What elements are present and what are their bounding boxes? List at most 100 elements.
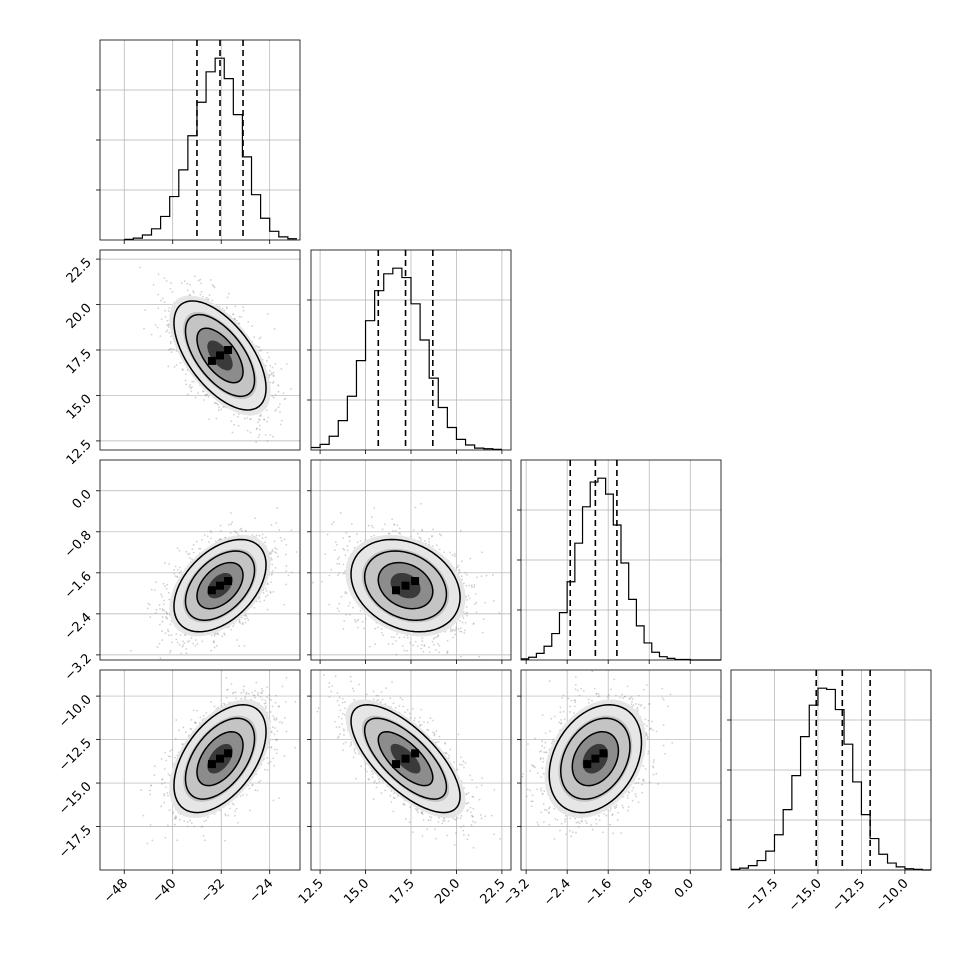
scatter-point bbox=[178, 549, 181, 552]
scatter-point bbox=[199, 278, 202, 281]
scatter-point bbox=[260, 349, 263, 352]
scatter-point bbox=[258, 433, 261, 436]
scatter-point bbox=[266, 313, 269, 315]
scatter-point bbox=[186, 640, 189, 643]
scatter-point bbox=[212, 285, 215, 288]
scatter-point bbox=[278, 403, 281, 406]
scatter-point bbox=[285, 565, 288, 567]
x-tick-label: −15.0 bbox=[786, 876, 825, 915]
scatter-point bbox=[230, 512, 232, 514]
scatter-point bbox=[285, 583, 288, 586]
scatter-point bbox=[166, 613, 169, 615]
scatter-point bbox=[249, 418, 252, 421]
axes-frame bbox=[730, 669, 932, 871]
y-tick-label: 12.5 bbox=[64, 437, 95, 468]
scatter-point bbox=[237, 413, 240, 415]
scatter-point bbox=[272, 382, 274, 384]
scatter-point bbox=[279, 410, 281, 413]
scatter-point bbox=[185, 383, 188, 386]
scatter-point bbox=[264, 587, 267, 590]
scatter-point bbox=[179, 361, 182, 364]
scatter-point bbox=[214, 632, 217, 635]
scatter-point bbox=[266, 351, 269, 354]
scatter-point bbox=[282, 392, 285, 395]
scatter-point bbox=[265, 420, 268, 423]
scatter-point bbox=[169, 623, 172, 626]
scatter-point bbox=[232, 623, 235, 625]
scatter-point bbox=[249, 431, 252, 434]
scatter-point bbox=[233, 317, 236, 320]
scatter-point bbox=[194, 645, 197, 647]
scatter-point bbox=[158, 642, 161, 645]
scatter-point bbox=[213, 401, 216, 404]
scatter-point bbox=[192, 291, 195, 294]
scatter-point bbox=[168, 651, 171, 654]
histogram-step bbox=[521, 477, 721, 661]
scatter-point bbox=[268, 373, 270, 376]
scatter-point bbox=[184, 634, 187, 637]
scatter-point bbox=[217, 633, 220, 636]
scatter-point bbox=[230, 523, 232, 526]
scatter-point bbox=[164, 632, 167, 635]
scatter-point bbox=[232, 313, 235, 316]
scatter-point bbox=[264, 434, 267, 436]
scatter-point bbox=[261, 533, 264, 536]
scatter-point bbox=[246, 617, 249, 620]
axes-frame bbox=[310, 249, 512, 451]
scatter-point bbox=[196, 643, 199, 645]
scatter-point bbox=[230, 420, 233, 423]
scatter-point bbox=[157, 273, 160, 276]
scatter-point bbox=[277, 384, 280, 387]
scatter-point bbox=[233, 423, 235, 426]
scatter-point bbox=[262, 592, 265, 594]
scatter-point bbox=[172, 348, 175, 351]
scatter-point bbox=[178, 566, 181, 569]
scatter-point bbox=[226, 296, 229, 299]
scatter-point bbox=[210, 531, 213, 534]
scatter-point bbox=[139, 266, 142, 269]
scatter-point bbox=[175, 633, 178, 635]
scatter-point bbox=[163, 301, 166, 304]
scatter-point bbox=[217, 403, 219, 406]
scatter-point bbox=[263, 418, 265, 421]
scatter-point bbox=[251, 534, 254, 536]
scatter-point bbox=[154, 581, 157, 584]
x-tick-label: −10.0 bbox=[873, 876, 912, 915]
scatter-point bbox=[280, 419, 283, 422]
scatter-point bbox=[265, 589, 268, 592]
y-tick-label: 22.5 bbox=[64, 255, 95, 286]
scatter-point bbox=[219, 524, 222, 527]
scatter-point bbox=[159, 335, 162, 338]
scatter-point bbox=[269, 433, 272, 436]
scatter-point bbox=[215, 417, 218, 420]
scatter-point bbox=[234, 531, 237, 533]
scatter-point bbox=[182, 644, 185, 647]
scatter-point bbox=[164, 562, 166, 564]
scatter-point bbox=[287, 574, 290, 577]
scatter-point bbox=[291, 571, 294, 574]
scatter-point bbox=[167, 591, 170, 594]
scatter-point bbox=[272, 374, 275, 377]
scatter-point bbox=[167, 310, 170, 313]
scatter-point bbox=[169, 340, 172, 343]
scatter-point bbox=[274, 567, 277, 569]
scatter-point bbox=[264, 364, 267, 367]
scatter-point bbox=[240, 315, 243, 318]
scatter-point bbox=[275, 408, 278, 411]
scatter-point bbox=[160, 593, 163, 596]
scatter-point bbox=[277, 390, 280, 393]
scatter-point bbox=[258, 415, 261, 417]
scatter-point bbox=[166, 324, 168, 327]
scatter-point bbox=[231, 521, 234, 524]
scatter-point bbox=[280, 539, 283, 542]
scatter-point bbox=[285, 363, 288, 365]
scatter-point bbox=[184, 379, 187, 382]
scatter-point bbox=[166, 329, 169, 332]
scatter-point bbox=[284, 397, 287, 400]
scatter-point bbox=[269, 381, 272, 384]
scatter-point bbox=[200, 282, 202, 285]
scatter-point bbox=[211, 299, 214, 302]
scatter-point bbox=[161, 616, 164, 618]
scatter-point bbox=[274, 551, 276, 554]
scatter-point bbox=[216, 633, 218, 635]
